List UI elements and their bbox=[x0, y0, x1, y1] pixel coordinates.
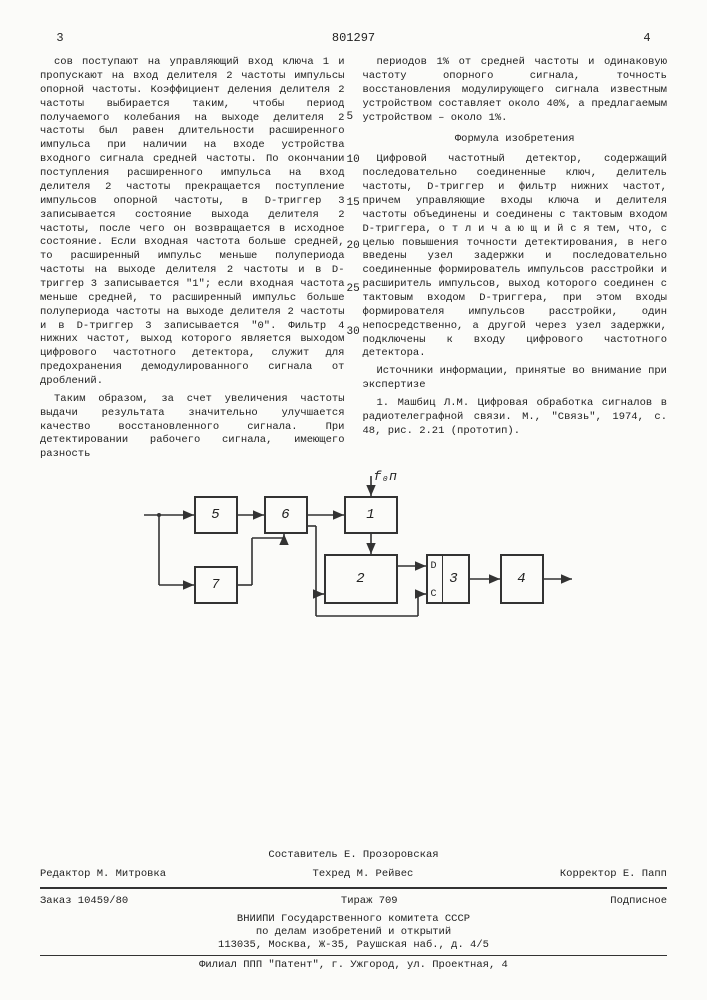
ln-20: 20 bbox=[347, 225, 360, 268]
techred: Техред М. Рейвес bbox=[313, 868, 414, 881]
block-2: 2 bbox=[324, 554, 398, 604]
right-p2: Цифровой частотный детектор, содержащий … bbox=[363, 153, 668, 361]
footer: Составитель Е. Прозоровская Редактор М. … bbox=[40, 849, 667, 972]
right-p3: Источники информации, принятые во вниман… bbox=[363, 365, 668, 393]
fon-label: f₀п bbox=[374, 468, 397, 486]
org2: по делам изобретений и открытий bbox=[40, 926, 667, 939]
left-p2: Таким образом, за счет увеличения частот… bbox=[40, 393, 345, 462]
formula-title: Формула изобретения bbox=[363, 133, 668, 147]
ln-25: 25 bbox=[347, 268, 360, 311]
pub-row: Заказ 10459/80 Тираж 709 Подписное bbox=[40, 895, 667, 908]
block-6: 6 bbox=[264, 496, 308, 534]
line-numbers: 5 10 15 20 25 30 bbox=[347, 96, 360, 354]
corrector: Корректор Е. Папп bbox=[560, 868, 667, 881]
tirage: Тираж 709 bbox=[341, 895, 398, 908]
ln-30: 30 bbox=[347, 311, 360, 354]
credits-row: Редактор М. Митровка Техред М. Рейвес Ко… bbox=[40, 868, 667, 881]
page: { "header": { "left": "3", "center": "80… bbox=[0, 0, 707, 1000]
page-number-right: 4 bbox=[627, 30, 667, 46]
footer-rule-1 bbox=[40, 887, 667, 889]
block-diagram: f₀п bbox=[134, 466, 574, 646]
ln-5: 5 bbox=[347, 96, 360, 139]
port-d: D bbox=[431, 560, 437, 574]
block-7-label: 7 bbox=[211, 576, 219, 595]
block-1: 1 bbox=[344, 496, 398, 534]
right-column: 5 10 15 20 25 30 периодов 1% от средней … bbox=[363, 56, 668, 436]
left-p1: сов поступают на управляющий вход ключа … bbox=[40, 56, 345, 389]
page-header: 3 801297 4 bbox=[40, 30, 667, 46]
ln-10: 10 bbox=[347, 139, 360, 182]
right-p1: периодов 1% от средней частоты и одинако… bbox=[363, 56, 668, 125]
org1: ВНИИПИ Государственного комитета СССР bbox=[40, 913, 667, 926]
left-column: сов поступают на управляющий вход ключа … bbox=[40, 56, 345, 436]
block-3-label: 3 bbox=[449, 570, 457, 589]
compiler: Составитель Е. Прозоровская bbox=[40, 849, 667, 862]
port-c: C bbox=[431, 588, 437, 602]
block-3-divider bbox=[442, 556, 443, 602]
block-5: 5 bbox=[194, 496, 238, 534]
ln-15: 15 bbox=[347, 182, 360, 225]
footer-rule-2 bbox=[40, 955, 667, 956]
addr1: 113035, Москва, Ж-35, Раушская наб., д. … bbox=[40, 939, 667, 952]
block-5-label: 5 bbox=[211, 506, 219, 525]
branch: Филиал ППП "Патент", г. Ужгород, ул. Про… bbox=[40, 959, 667, 972]
block-4: 4 bbox=[500, 554, 544, 604]
block-2-label: 2 bbox=[356, 570, 364, 589]
text-columns: сов поступают на управляющий вход ключа … bbox=[40, 56, 667, 436]
right-p4: 1. Машбиц Л.М. Цифровая обработка сигнал… bbox=[363, 397, 668, 439]
block-7: 7 bbox=[194, 566, 238, 604]
block-6-label: 6 bbox=[281, 506, 289, 525]
block-1-label: 1 bbox=[366, 506, 374, 525]
page-number-left: 3 bbox=[40, 30, 80, 46]
block-3: D C 3 bbox=[426, 554, 470, 604]
order: Заказ 10459/80 bbox=[40, 895, 128, 908]
block-4-label: 4 bbox=[517, 570, 525, 589]
patent-number: 801297 bbox=[80, 30, 627, 46]
signed: Подписное bbox=[610, 895, 667, 908]
editor: Редактор М. Митровка bbox=[40, 868, 166, 881]
